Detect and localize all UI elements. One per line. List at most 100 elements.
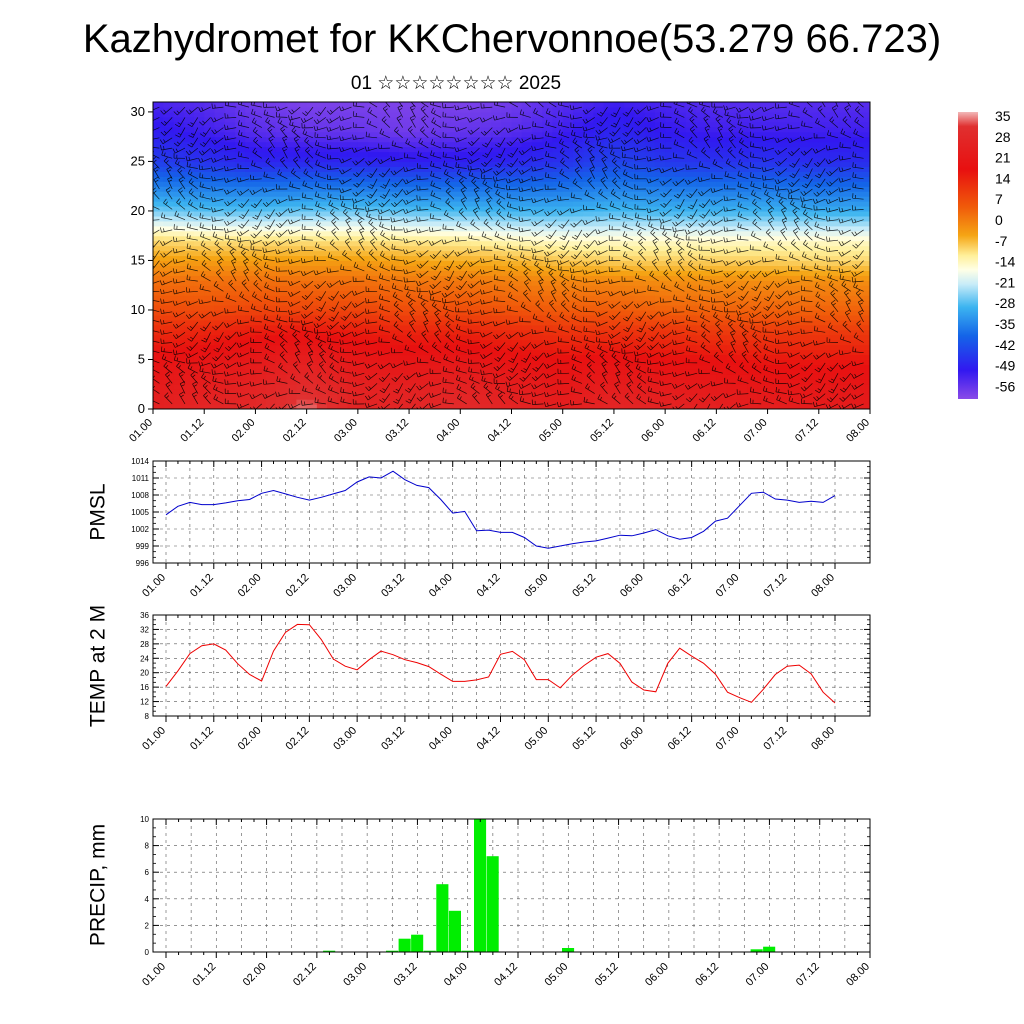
- temperature-cell: [726, 166, 738, 172]
- temperature-cell: [521, 324, 533, 331]
- temperature-cell: [675, 329, 687, 336]
- temperature-cell: [685, 389, 697, 395]
- temperature-cell: [286, 394, 297, 400]
- temperature-cell: [347, 364, 359, 370]
- temperature-cell: [409, 141, 420, 148]
- temperature-cell: [193, 280, 205, 286]
- temperature-cell: [716, 275, 728, 281]
- temperature-cell: [357, 260, 369, 266]
- temperature-cell: [736, 319, 748, 326]
- temperature-cell: [583, 191, 595, 197]
- temperature-cell: [685, 280, 697, 286]
- temperature-cell: [849, 389, 861, 395]
- temperature-cell: [849, 354, 861, 361]
- wind-barb: [385, 102, 391, 108]
- temperature-cell: [654, 374, 666, 380]
- temperature-cell: [234, 116, 246, 123]
- temperature-cell: [409, 186, 420, 192]
- wind-barb: [153, 300, 160, 302]
- temperature-cell: [849, 121, 861, 128]
- temperature-cell: [193, 359, 205, 366]
- temperature-cell: [204, 344, 216, 351]
- temperature-cell: [439, 116, 451, 123]
- temperature-cell: [562, 305, 574, 311]
- temperature-cell: [593, 106, 605, 113]
- temperature-cell: [562, 295, 574, 301]
- temperature-cell: [665, 240, 676, 247]
- temperature-cell: [204, 191, 216, 197]
- temperature-cell: [644, 102, 656, 108]
- temperature-cell: [327, 285, 338, 291]
- wind-barb: [186, 342, 199, 351]
- temperature-cell: [726, 285, 738, 291]
- temperature-cell: [214, 334, 226, 341]
- temperature-cell: [849, 136, 861, 143]
- temperature-cell: [409, 324, 420, 331]
- wind-barb: [415, 372, 429, 378]
- temperature-cell: [316, 275, 328, 281]
- wind-barb: [393, 300, 403, 313]
- temperature-cell: [767, 384, 779, 390]
- temperature-cell: [163, 309, 175, 316]
- temperature-cell: [747, 111, 758, 118]
- temperature-cell: [798, 131, 810, 138]
- temperature-cell: [183, 156, 195, 163]
- temperature-cell: [511, 280, 523, 286]
- temperature-cell: [429, 260, 441, 266]
- temperature-cell: [378, 379, 390, 385]
- temperature-cell: [788, 280, 799, 286]
- temperature-cell: [716, 205, 728, 212]
- temperature-cell: [788, 275, 799, 281]
- temperature-cell: [767, 354, 779, 361]
- temperature-cell: [675, 210, 687, 217]
- temperature-cell: [675, 324, 687, 331]
- temperature-cell: [818, 379, 830, 385]
- temperature-cell: [173, 280, 185, 286]
- temperature-cell: [245, 225, 257, 232]
- temperature-cell: [368, 131, 379, 138]
- temperature-cell: [511, 314, 523, 321]
- temperature-cell: [163, 404, 175, 409]
- wind-barb: [211, 147, 224, 154]
- wind-barb: [314, 106, 327, 117]
- temperature-cell: [572, 389, 584, 395]
- temperature-cell: [685, 250, 697, 257]
- temperature-cell: [347, 265, 359, 271]
- temperature-cell: [675, 235, 687, 242]
- temperature-cell: [439, 389, 451, 395]
- wind-barb: [352, 350, 365, 356]
- temperature-cell: [439, 201, 451, 207]
- temperature-cell: [716, 235, 728, 242]
- temperature-cell: [429, 319, 441, 326]
- temperature-cell: [460, 359, 472, 366]
- temperature-cell: [429, 220, 441, 227]
- temperature-cell: [829, 384, 840, 390]
- temperature-cell: [572, 290, 584, 296]
- temperature-cell: [265, 245, 277, 252]
- temperature-cell: [767, 295, 779, 301]
- temperature-cell: [491, 399, 502, 405]
- temperature-cell: [163, 275, 175, 281]
- temperature-cell: [419, 230, 431, 237]
- temperature-cell: [306, 102, 318, 108]
- wind-barb: [153, 127, 160, 131]
- temperature-cell: [603, 196, 615, 202]
- temperature-cell: [685, 275, 697, 281]
- temperature-cell: [398, 151, 410, 158]
- temperature-cell: [818, 116, 830, 123]
- temperature-cell: [736, 141, 748, 148]
- temperature-cell: [398, 176, 410, 182]
- temperature-cell: [275, 102, 287, 108]
- temperature-cell: [736, 102, 748, 108]
- temperature-cell: [419, 181, 431, 187]
- temperature-cell: [808, 265, 820, 271]
- temperature-cell: [706, 344, 717, 351]
- temperature-cell: [368, 394, 379, 400]
- temperature-cell: [695, 394, 707, 400]
- temperature-cell: [511, 300, 523, 306]
- temperature-cell: [378, 146, 390, 153]
- temperature-cell: [859, 191, 870, 197]
- temperature-cell: [388, 334, 400, 341]
- wind-barb: [199, 172, 211, 180]
- temperature-cell: [665, 384, 676, 390]
